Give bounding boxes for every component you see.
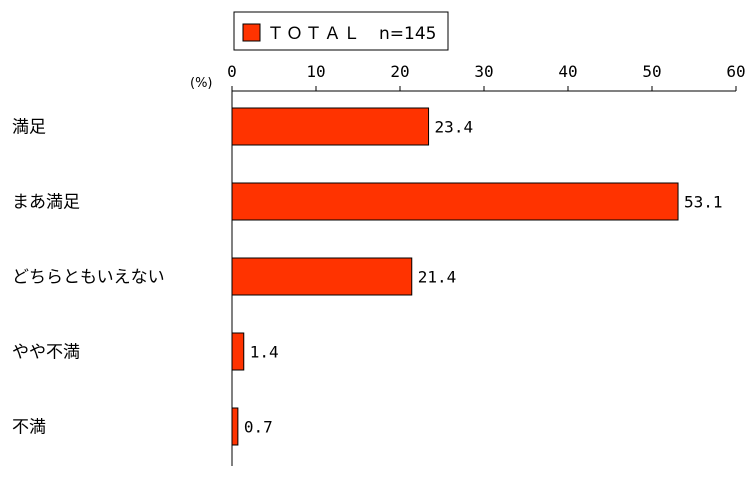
value-label: 1.4 (250, 343, 279, 362)
x-tick-label: 20 (390, 62, 409, 81)
x-tick-label: 60 (726, 62, 745, 81)
bar (231, 107, 430, 146)
x-tick-label: 10 (306, 62, 325, 81)
x-tick-label: 50 (642, 62, 661, 81)
category-label: 満足 (12, 118, 46, 138)
value-label: 0.7 (244, 418, 273, 437)
x-tick-label: 40 (558, 62, 577, 81)
x-tick-label: 0 (227, 62, 237, 81)
legend-swatch (242, 23, 261, 42)
legend: ＴＯＴＡＬ n=145 (233, 11, 449, 51)
legend-label: ＴＯＴＡＬ (267, 24, 362, 44)
legend-note: n=145 (379, 24, 436, 44)
category-label: 不満 (12, 418, 46, 438)
x-tick-label: 30 (474, 62, 493, 81)
legend-box (233, 11, 449, 51)
value-label: 53.1 (684, 193, 723, 212)
bar (231, 257, 413, 296)
unit-label: (%) (190, 76, 213, 91)
category-label: まあ満足 (12, 193, 80, 213)
bar (231, 407, 239, 446)
category-label: やや不満 (12, 343, 80, 363)
category-label: どちらともいえない (12, 268, 165, 288)
bar (231, 182, 679, 221)
bar (231, 332, 245, 371)
value-label: 23.4 (435, 118, 474, 137)
value-label: 21.4 (418, 268, 457, 287)
